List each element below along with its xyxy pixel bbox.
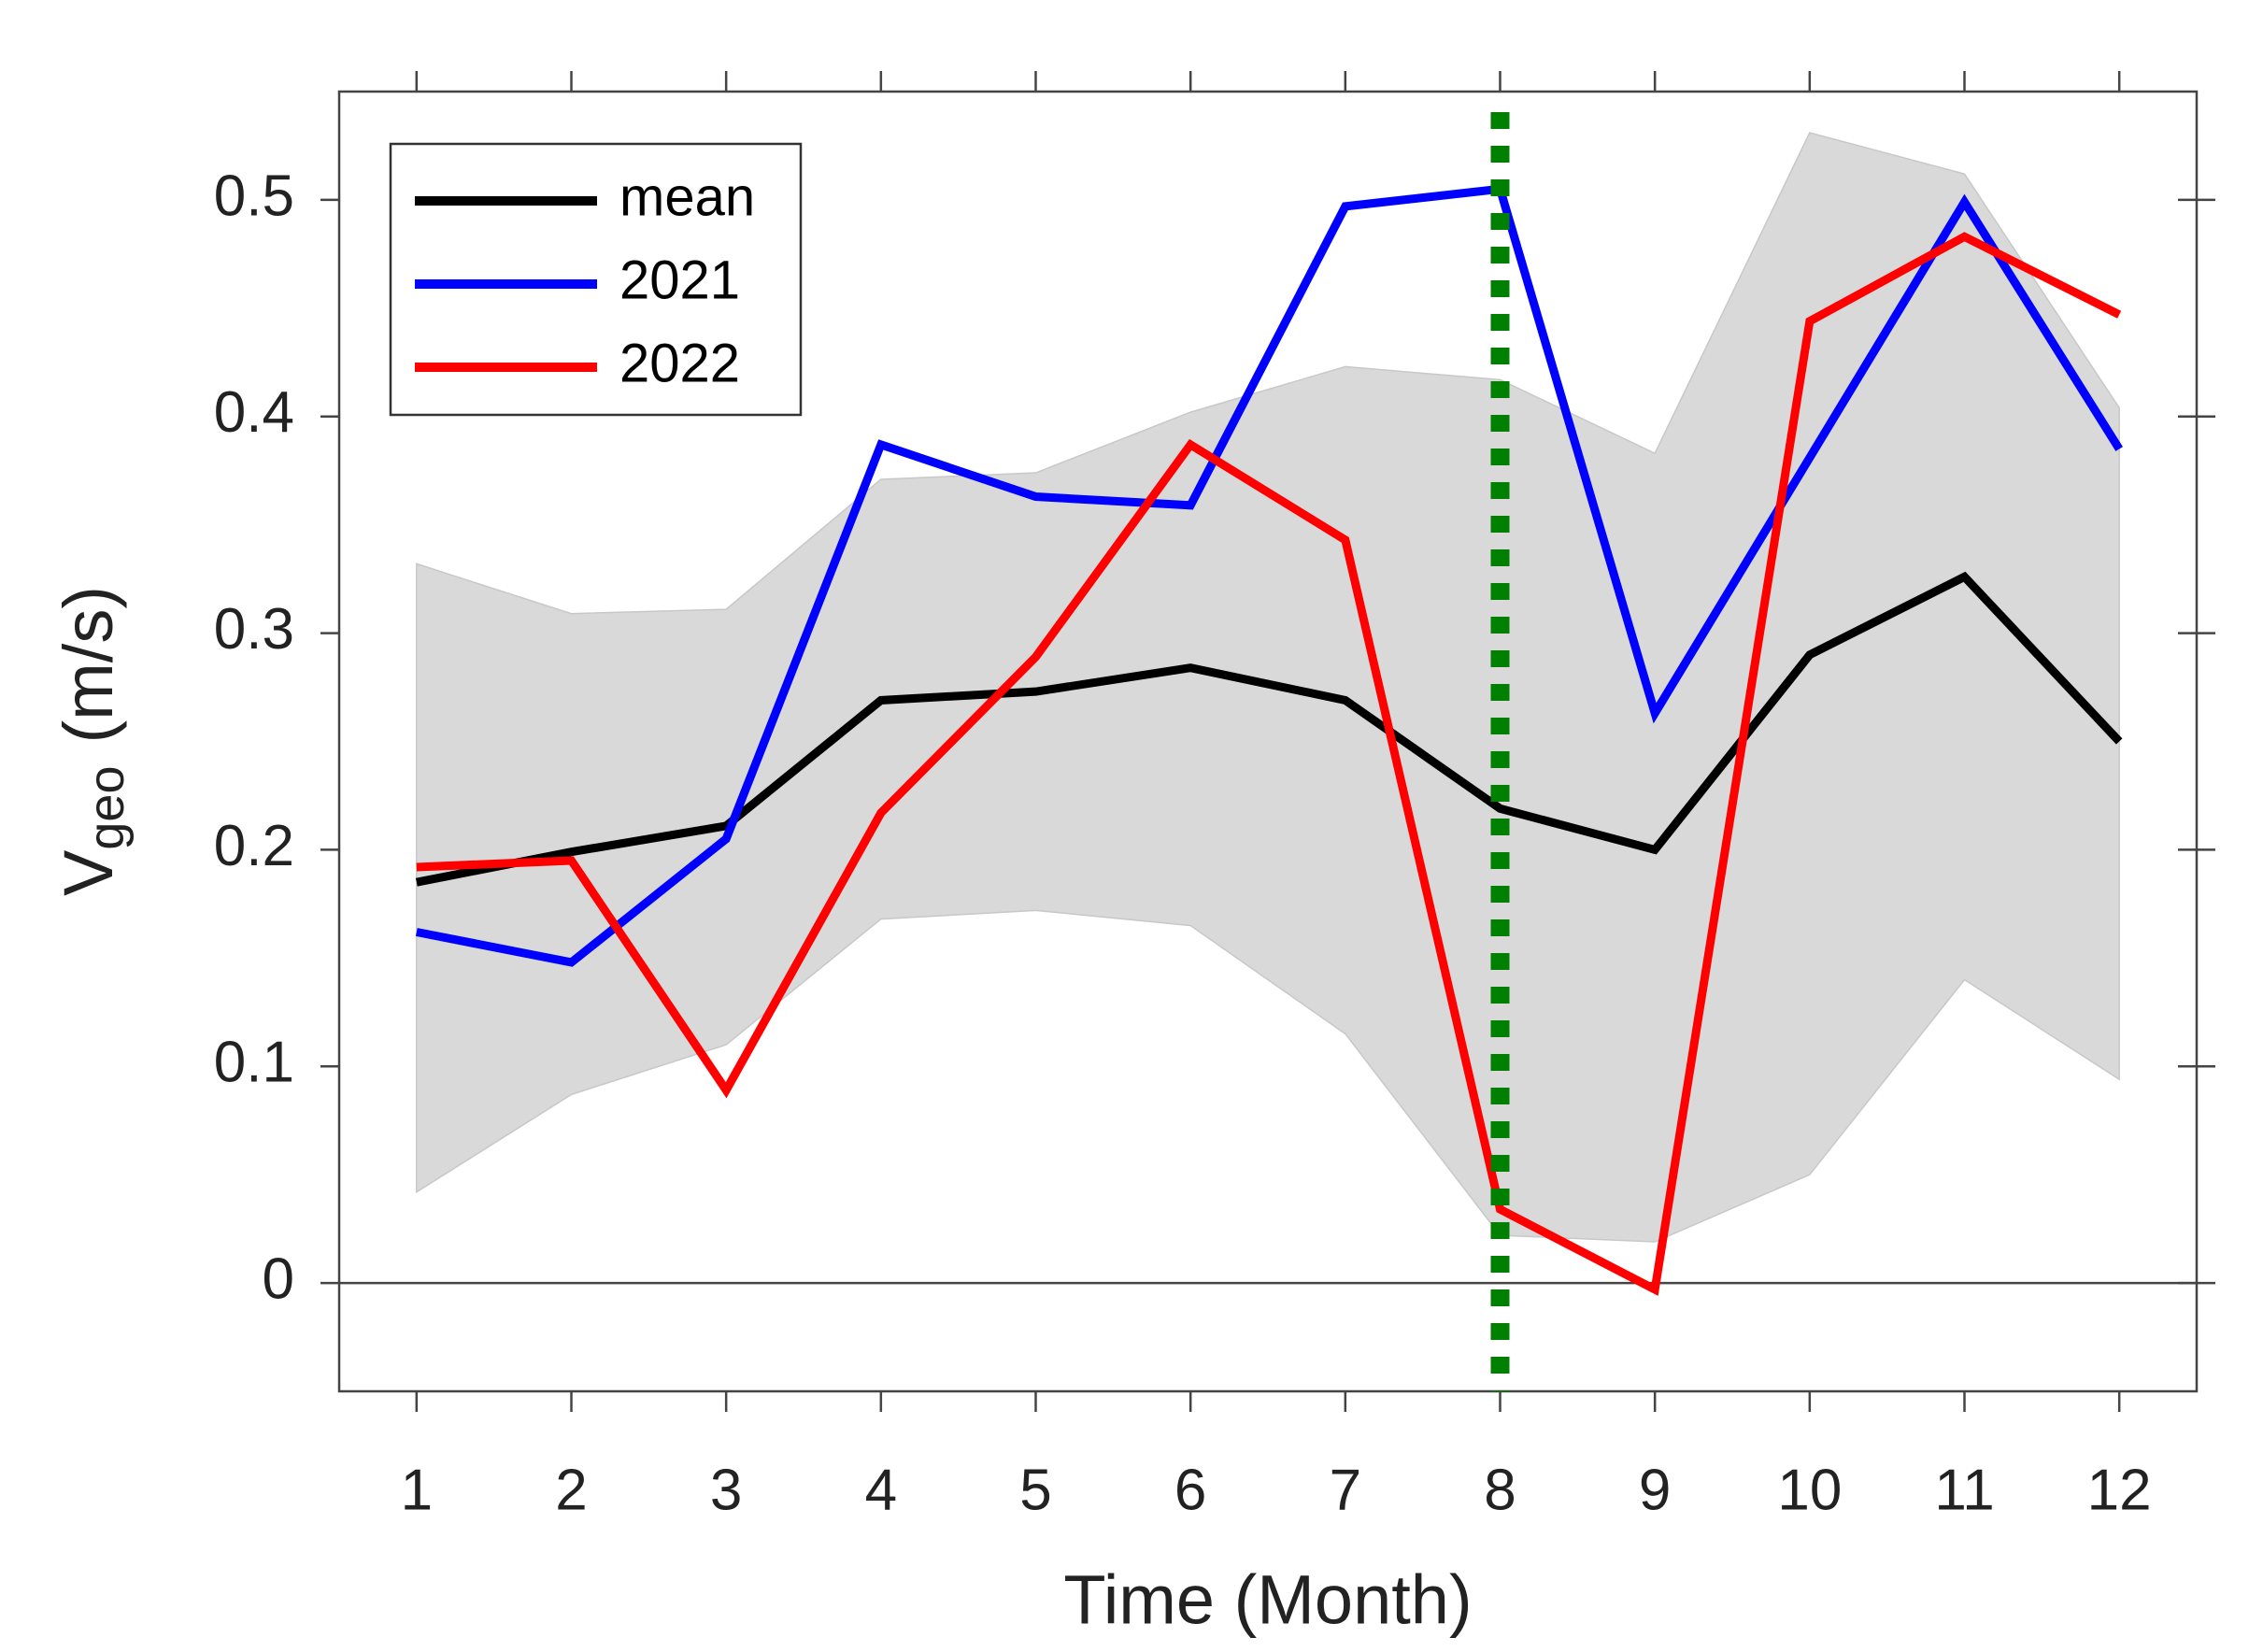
y-axis-label-main: V (50, 849, 127, 896)
y-tick-label: 0.2 (214, 814, 294, 878)
plot-frame (337, 90, 2199, 1393)
legend-label: mean (619, 166, 755, 227)
x-tick-label: 4 (865, 1458, 897, 1522)
y-tick-label: 0.3 (214, 597, 294, 662)
x-axis-label: Time (Month) (1063, 1561, 1472, 1639)
x-tick-label: 3 (710, 1458, 742, 1522)
y-tick-label: 0.4 (214, 380, 294, 445)
y-tick-label: 0.5 (214, 164, 294, 228)
x-tick-label: 8 (1484, 1458, 1516, 1522)
y-axis-label-group: Vgeo (m/s) (50, 586, 135, 896)
y-axis-label: Vgeo (m/s) (50, 586, 135, 896)
x-tick-label: 10 (1777, 1458, 1842, 1522)
x-tick-label: 6 (1174, 1458, 1206, 1522)
y-axis-label-units: (m/s) (50, 586, 127, 744)
y-axis-label-subscript: geo (78, 766, 135, 850)
x-tick-label: 11 (1934, 1458, 1994, 1522)
y-tick-label: 0 (263, 1246, 294, 1311)
x-tick-label: 12 (2087, 1458, 2152, 1522)
series-line (415, 571, 2123, 887)
legend-label: 2022 (619, 333, 740, 393)
y-tick-label: 0.1 (214, 1031, 294, 1095)
x-tick-label: 2 (555, 1458, 587, 1522)
series-line (415, 184, 2123, 967)
x-tick-label: 7 (1330, 1458, 1361, 1522)
x-tick-label: 9 (1639, 1458, 1671, 1522)
x-tick-label: 1 (401, 1458, 433, 1522)
legend-label: 2021 (619, 249, 740, 310)
x-tick-label: 5 (1019, 1458, 1051, 1522)
series-line (416, 232, 2122, 1296)
